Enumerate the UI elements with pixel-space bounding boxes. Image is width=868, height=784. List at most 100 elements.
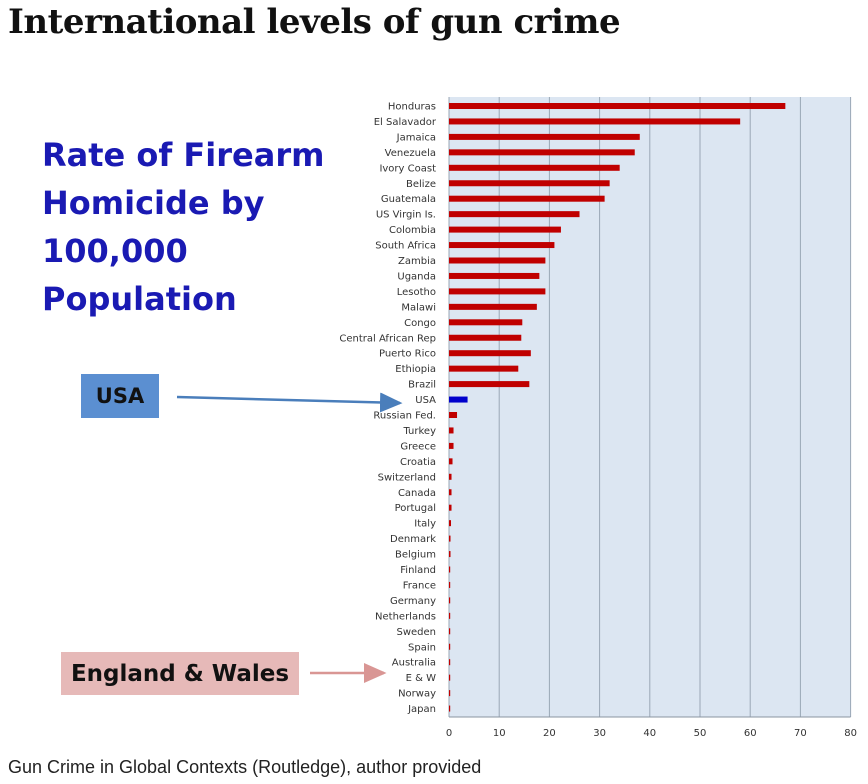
bar-el-salavador (449, 118, 741, 125)
category-label: El Salavador (374, 117, 437, 128)
bar-ethiopia (449, 365, 519, 372)
bar-japan (449, 705, 451, 712)
bars (449, 103, 786, 712)
category-label: Zambia (398, 256, 436, 267)
x-tick-label: 80 (844, 728, 857, 739)
bar-belize (449, 180, 610, 187)
slide-heading-line-2: Homicide by (42, 184, 265, 222)
slide-heading-line-1: Rate of Firearm (42, 136, 325, 174)
category-label: Puerto Rico (379, 349, 436, 360)
category-label: Spain (408, 642, 436, 653)
x-tick-label: 40 (643, 728, 656, 739)
bar-colombia (449, 226, 561, 233)
bar-finland (449, 566, 451, 573)
category-label: Belize (406, 179, 436, 190)
bar-sweden (449, 628, 451, 635)
category-label: Canada (398, 488, 436, 499)
category-label: Central African Rep (339, 333, 436, 344)
bar-e-w (449, 674, 451, 681)
category-label: Denmark (390, 534, 436, 545)
bar-australia (449, 659, 451, 666)
category-label: Norway (398, 689, 436, 700)
x-tick-label: 70 (794, 728, 807, 739)
x-tick-label: 50 (694, 728, 707, 739)
bar-italy (449, 520, 452, 527)
category-label: Brazil (408, 380, 436, 391)
category-label: Japan (407, 704, 436, 715)
bar-us-virgin-is- (449, 211, 580, 218)
category-label: Venezuela (385, 148, 436, 159)
category-label: E & W (406, 673, 436, 684)
bar-usa (449, 396, 468, 403)
category-labels: Honduras El Salavador Jamaica Venezuela Ivor… (339, 102, 437, 716)
category-label: Jamaica (396, 132, 436, 143)
usa-arrow (176, 392, 403, 413)
x-tick-label: 30 (593, 728, 606, 739)
x-tick-label: 10 (493, 728, 506, 739)
image-caption: Gun Crime in Global Contexts (Routledge)… (8, 757, 482, 777)
bar-canada (449, 489, 452, 496)
category-label: US Virgin Is. (376, 210, 436, 221)
category-label: USA (415, 395, 436, 406)
bar-guatemala (449, 195, 605, 202)
bar-brazil (449, 381, 530, 388)
x-tick-label: 0 (446, 728, 452, 739)
x-tick-labels: 0 10 20 30 40 50 60 70 80 (446, 728, 857, 739)
callout-arrows (176, 392, 403, 683)
bar-russian-fed- (449, 412, 458, 418)
usa-callout: USA (81, 374, 159, 418)
bar-greece (449, 442, 454, 449)
category-label: Greece (400, 441, 436, 452)
category-label: Guatemala (381, 194, 436, 205)
bar-ivory-coast (449, 164, 620, 171)
category-label: Belgium (395, 550, 436, 561)
category-label: Ethiopia (395, 364, 436, 375)
category-label: Croatia (400, 457, 436, 468)
bar-portugal (449, 504, 452, 511)
category-label: Turkey (402, 426, 436, 437)
category-label: Finland (400, 565, 436, 576)
bar-turkey (449, 427, 454, 434)
bar-norway (449, 690, 451, 697)
x-tick-label: 20 (543, 728, 556, 739)
category-label: Russian Fed. (373, 411, 436, 422)
bar-jamaica (449, 133, 640, 140)
bar-uganda (449, 272, 540, 279)
bar-lesotho (449, 288, 546, 295)
category-label: South Africa (375, 241, 436, 252)
bar-germany (449, 597, 451, 604)
bar-puerto-rico (449, 350, 531, 357)
bar-france (449, 581, 451, 588)
bar-congo (449, 319, 523, 326)
firearm-homicide-bar-chart: Honduras El Salavador Jamaica Venezuela Ivor… (176, 97, 857, 739)
category-label: Australia (392, 658, 436, 669)
category-label: Portugal (395, 503, 436, 514)
category-label: Italy (414, 519, 436, 530)
category-label: Congo (404, 318, 436, 329)
category-label: Ivory Coast (379, 163, 436, 174)
category-label: Honduras (388, 102, 436, 113)
bar-belgium (449, 551, 451, 558)
bar-spain (449, 643, 451, 650)
bar-malawi (449, 303, 537, 310)
bar-zambia (449, 257, 546, 264)
category-label: Lesotho (397, 287, 436, 298)
bar-switzerland (449, 473, 452, 480)
category-label: Colombia (389, 225, 436, 236)
category-label: Sweden (396, 627, 436, 638)
bar-south-africa (449, 242, 555, 249)
bar-honduras (449, 103, 786, 109)
slide-heading-line-3: 100,000 (42, 232, 188, 270)
category-label: Netherlands (375, 611, 436, 622)
slide-heading-line-4: Population (42, 280, 237, 318)
bar-central-african-rep (449, 334, 522, 341)
category-label: Switzerland (378, 472, 436, 483)
category-label: Uganda (397, 271, 436, 282)
category-label: Malawi (401, 302, 436, 313)
bar-venezuela (449, 149, 635, 156)
england-wales-callout: England & Wales (61, 652, 299, 695)
category-label: France (403, 580, 436, 591)
page-title: International levels of gun crime (8, 2, 621, 42)
x-tick-label: 60 (744, 728, 757, 739)
bar-denmark (449, 535, 451, 542)
